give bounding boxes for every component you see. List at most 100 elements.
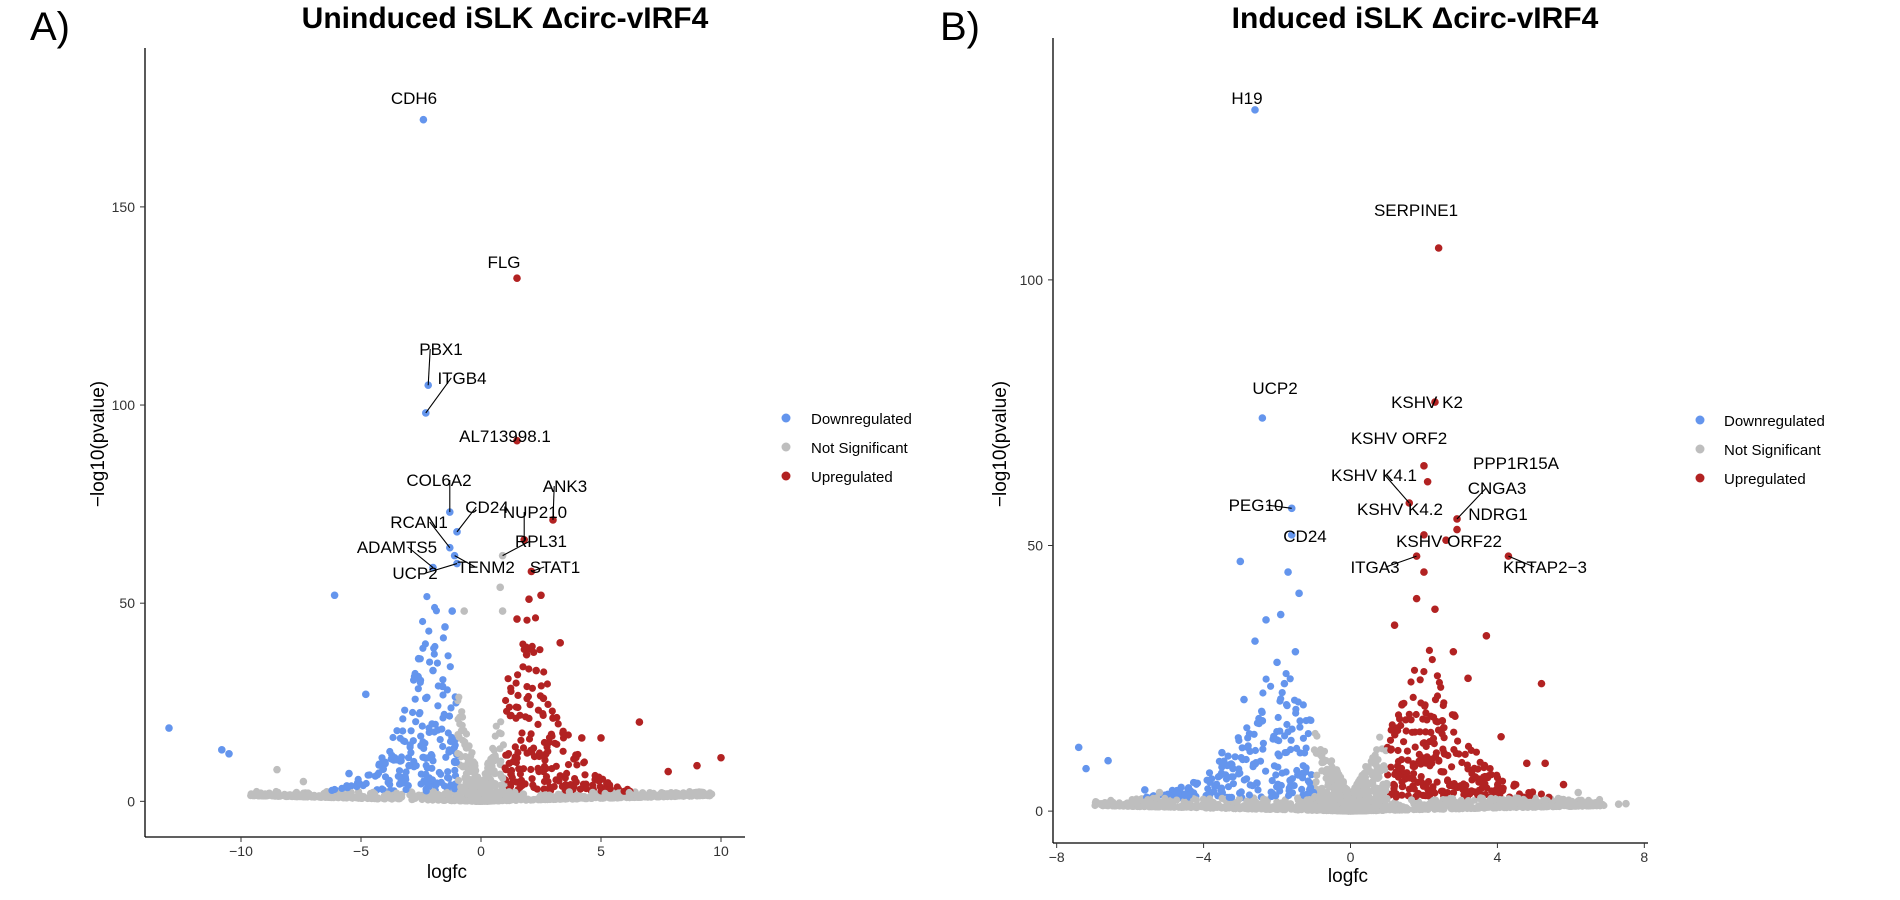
data-point [1455,750,1463,758]
data-point [1402,716,1410,724]
data-point [424,754,432,762]
labeled-data-point [1251,106,1259,114]
data-point [1173,796,1181,804]
gene-leader-line [1266,504,1292,509]
data-point [1317,798,1325,806]
panel-b-legend-label-not-significant: Not Significant [1724,442,1822,459]
data-point [597,734,605,742]
data-point [454,749,462,758]
panel-a-points [165,115,725,805]
data-point [1218,748,1226,757]
data-point [1304,730,1312,738]
data-point [1449,789,1458,797]
data-point [1388,800,1396,808]
data-point [476,796,484,805]
data-point [1292,709,1300,717]
data-point [1455,805,1463,813]
gene-leader-line [502,540,531,557]
data-point [1313,771,1321,779]
data-point [1415,805,1423,813]
data-point [517,736,525,744]
data-point [1266,805,1274,813]
data-point [1433,672,1441,680]
data-point [1296,723,1304,731]
data-point [1340,786,1348,794]
data-point [1306,716,1314,724]
data-point [1433,778,1441,786]
data-point [1361,773,1370,781]
data-point [434,726,442,734]
data-point [556,795,565,803]
data-point [543,680,552,688]
data-point [512,714,520,722]
data-point [1373,746,1381,754]
data-point [1395,771,1403,779]
gene-label: KSHV K2 [1391,393,1463,412]
data-point [1580,801,1588,809]
data-point [537,682,545,690]
data-point [389,733,397,742]
data-point [1082,764,1090,773]
data-point [460,797,468,805]
data-point [1398,778,1406,786]
data-point [1153,802,1161,810]
data-point [552,762,560,770]
x-tick-label: 4 [1494,849,1502,865]
data-point [1449,647,1458,656]
data-point [1185,784,1193,792]
data-point [1305,796,1314,804]
data-point [165,724,173,732]
data-point [256,791,265,800]
data-point [1258,717,1267,725]
data-point [393,727,401,735]
data-point [1464,742,1473,751]
data-point [406,741,414,749]
data-point [1204,785,1212,793]
data-point [433,779,441,787]
data-point [1600,801,1608,810]
data-point [1276,610,1285,619]
data-point [1471,804,1479,813]
data-point [1182,803,1190,811]
data-point [1399,805,1407,813]
gene-leader-line [454,555,476,568]
data-point [1288,725,1296,733]
panel-b-legend-label-upregulated: Upregulated [1724,471,1806,488]
data-point [1355,791,1363,800]
data-point [560,783,568,791]
data-point [1437,787,1446,795]
data-point [378,785,386,793]
data-point [1430,713,1438,721]
data-point [440,782,449,790]
data-point [462,730,471,738]
data-point [1141,802,1149,810]
data-point [601,789,609,798]
data-point [315,792,323,800]
gene-leader-line [552,485,555,520]
data-point [1229,764,1237,773]
panel-a-annotations: CDH6 FLG PBX1 ITGB4 AL713998.1 COL6A2 ANK3 CD24… [357,89,587,583]
data-point [570,783,578,791]
data-point [693,761,701,770]
labeled-data-point [513,436,521,445]
data-point [330,591,339,600]
data-point [532,666,540,675]
data-point [341,794,349,802]
gene-label: H19 [1231,89,1262,108]
data-point [1272,771,1280,779]
data-point [1262,767,1270,775]
labeled-data-point [1431,398,1439,406]
data-point [1407,716,1415,724]
gene-label: UCP2 [392,564,437,583]
data-point [514,748,522,757]
data-point [1285,787,1293,795]
data-point [1410,770,1418,778]
data-point [1273,658,1281,667]
data-point [1559,800,1567,808]
data-point [1251,637,1259,645]
data-point [1104,756,1112,765]
data-point [1394,757,1403,766]
data-point [434,702,442,710]
data-point [1161,794,1169,803]
gene-label: PBX1 [419,340,462,359]
